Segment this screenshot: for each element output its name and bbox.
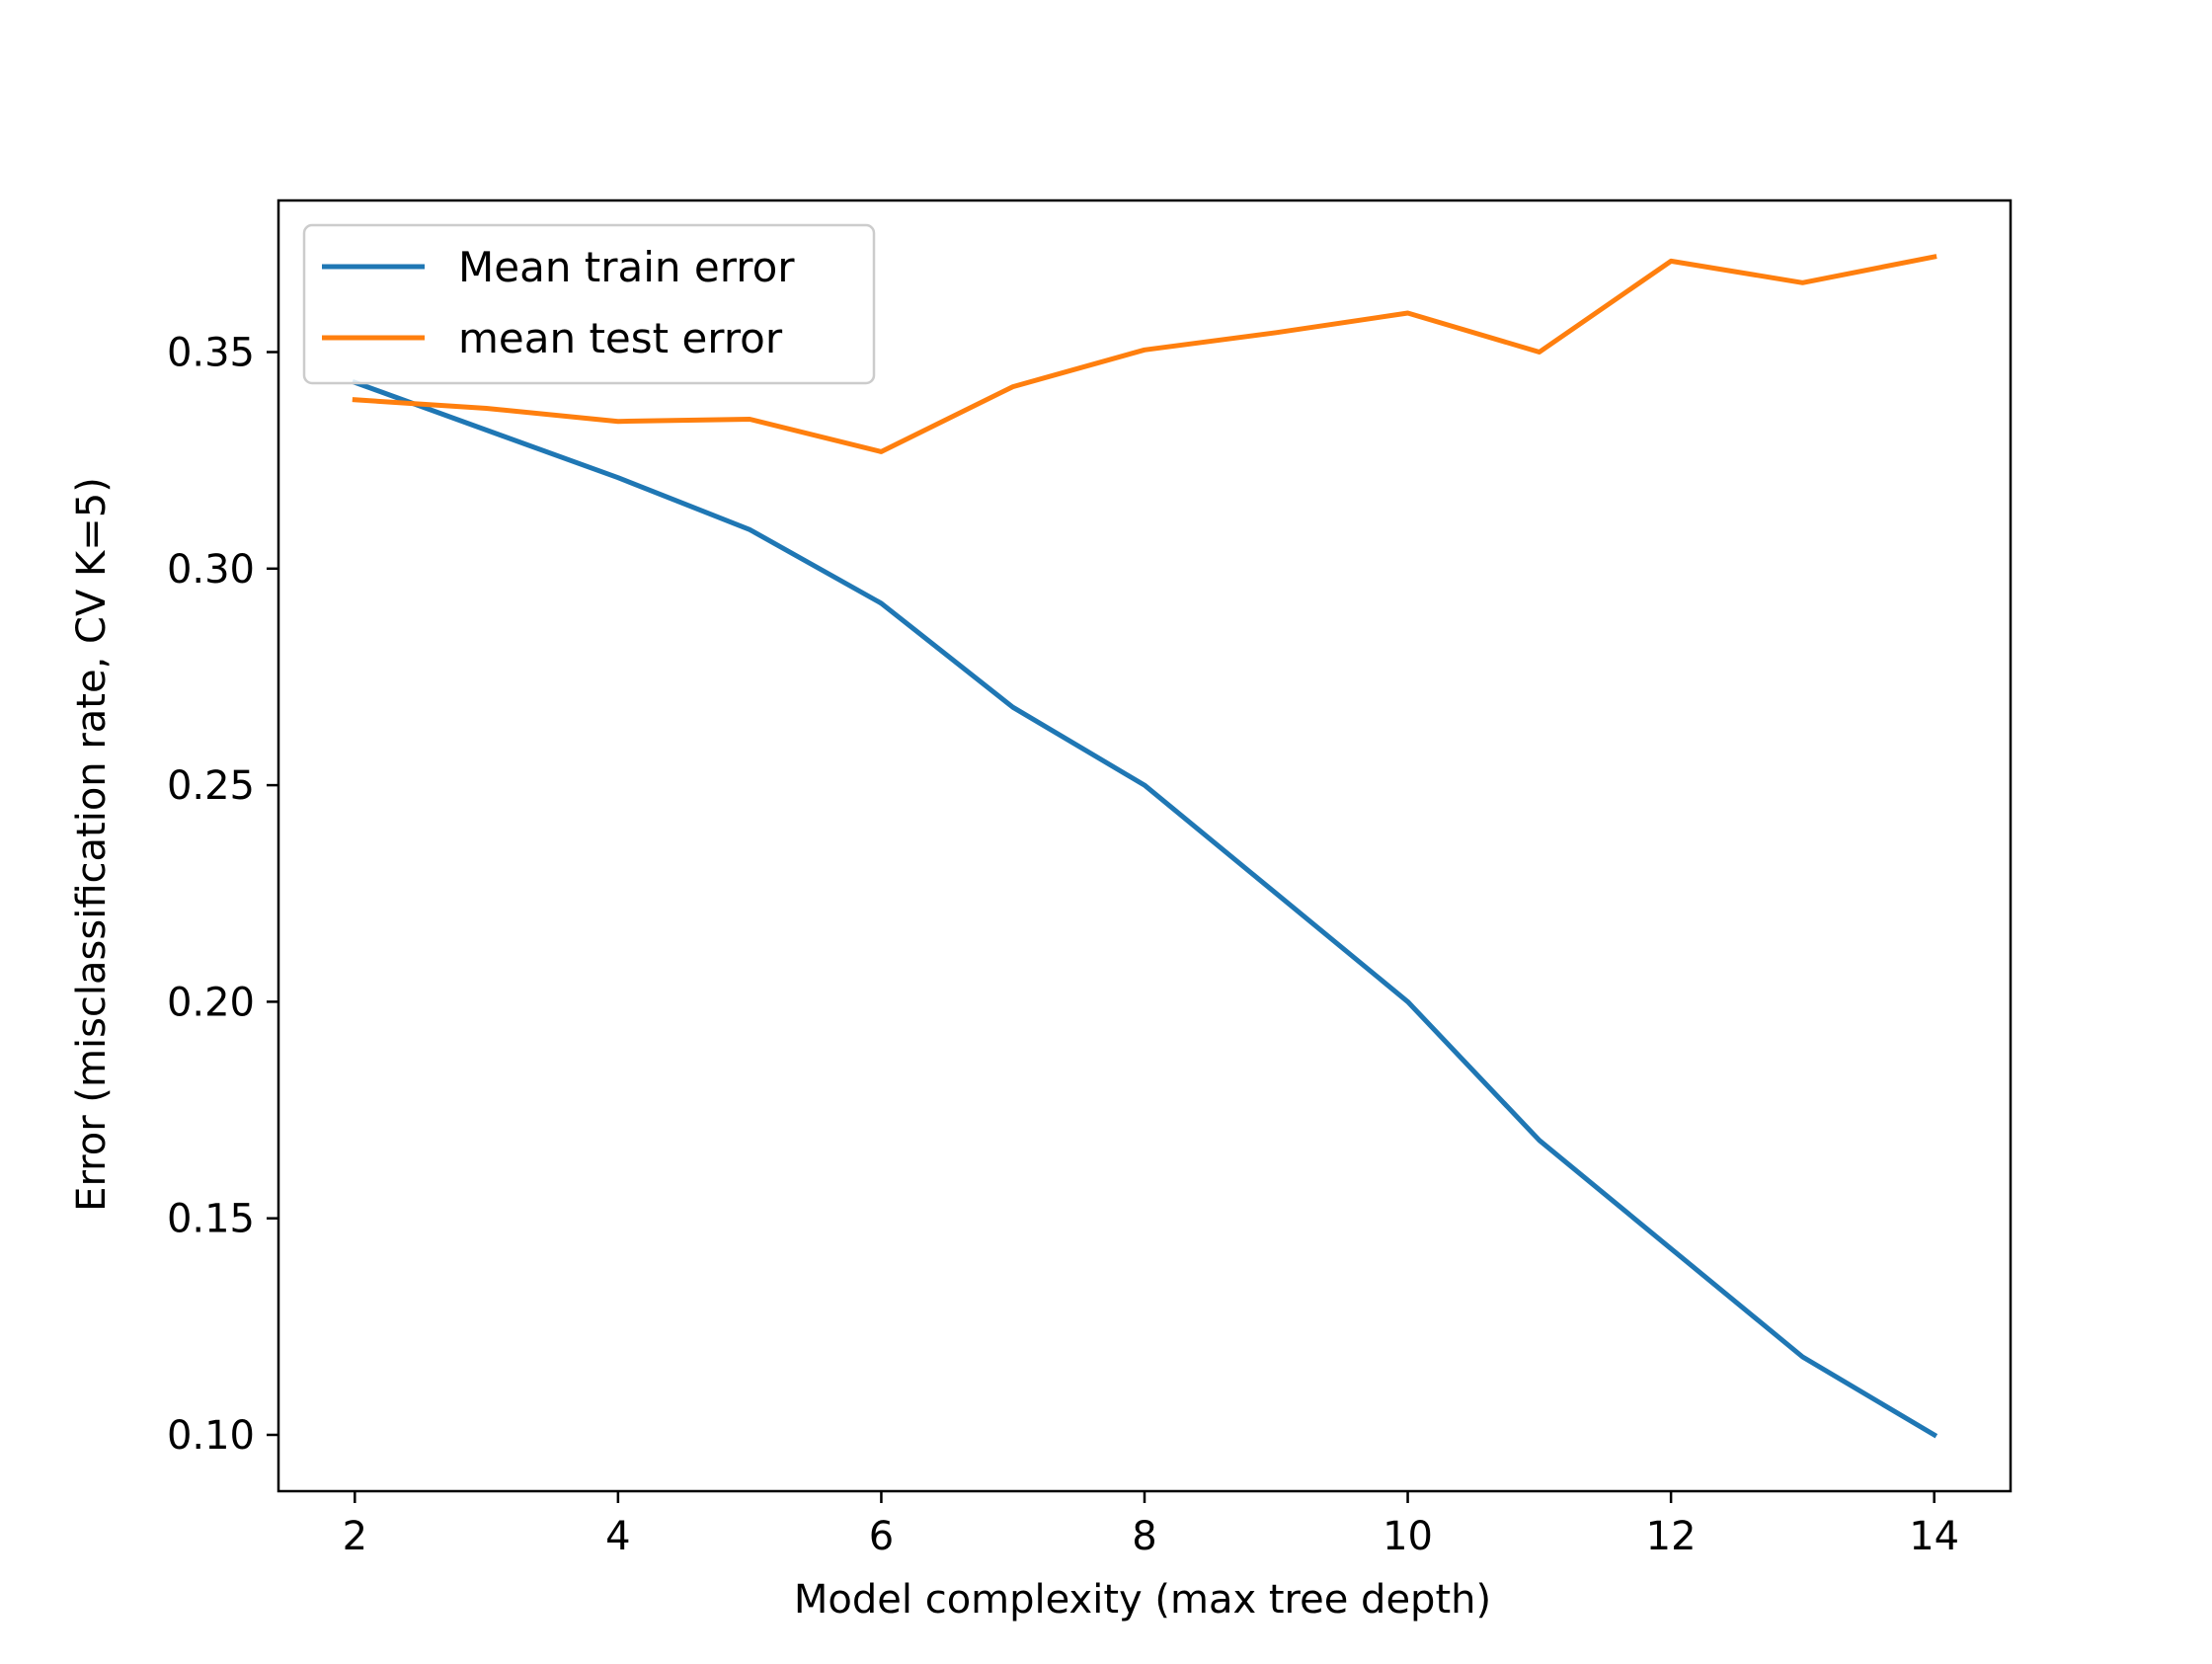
y-tick-label: 0.30 — [167, 547, 255, 593]
legend-label-2: mean test error — [458, 314, 783, 362]
series-line-2 — [352, 254, 1937, 454]
x-tick-label: 4 — [605, 1514, 630, 1559]
x-tick-label: 10 — [1382, 1514, 1433, 1559]
x-tick-label: 14 — [1909, 1514, 1959, 1559]
x-tick-label: 6 — [869, 1514, 894, 1559]
x-tick-label: 2 — [343, 1514, 367, 1559]
y-tick-label: 0.35 — [167, 331, 255, 376]
plot-area: 2 4 6 8 10 12 14 0.10 0.15 0.20 0.25 0.30 0.35 Mean t… — [167, 198, 2013, 1559]
x-axis-label: Model complexity (max tree depth) — [794, 1577, 1491, 1623]
y-tick-label: 0.20 — [167, 980, 255, 1025]
y-tick-label: 0.25 — [167, 763, 255, 809]
x-tick-label: 8 — [1132, 1514, 1156, 1559]
y-axis-label: Error (misclassification rate, CV K=5) — [69, 477, 115, 1212]
legend-label-1: Mean train error — [458, 243, 795, 291]
y-tick-label: 0.10 — [167, 1413, 255, 1459]
legend-box — [302, 223, 876, 385]
x-tick-label: 12 — [1646, 1514, 1697, 1559]
series-line-1 — [352, 378, 1938, 1439]
y-tick-label: 0.15 — [167, 1197, 255, 1242]
